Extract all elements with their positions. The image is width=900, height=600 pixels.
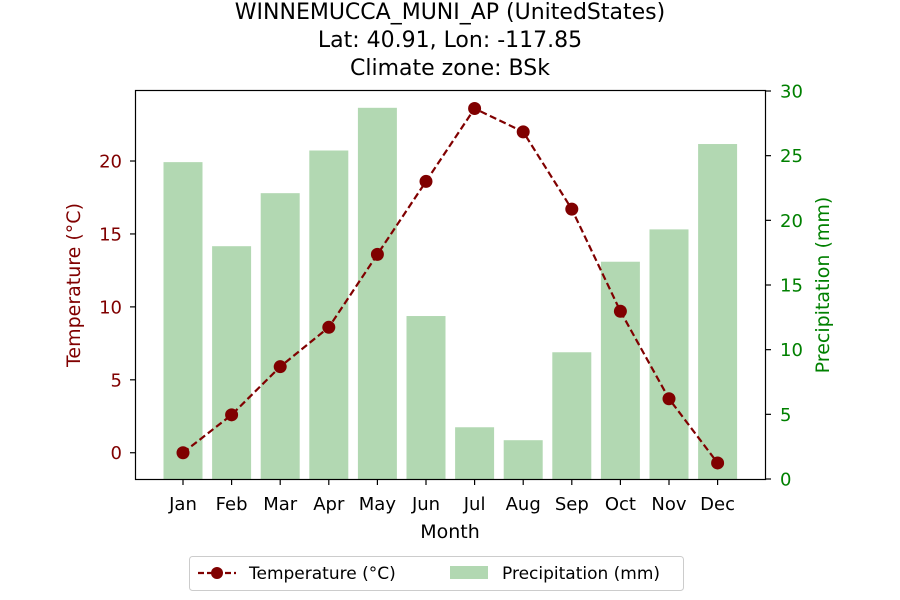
legend-box	[189, 556, 684, 591]
precipitation-bar-jan	[163, 162, 203, 479]
precipitation-bar-apr	[309, 150, 349, 479]
temperature-line-path	[182, 107, 719, 464]
precipitation-bar-dec	[698, 144, 738, 479]
x-tick-label: Mar	[263, 494, 298, 515]
temperature-point-nov	[662, 392, 676, 406]
precipitation-bar-jul	[455, 427, 495, 479]
right-axis-ticks: 0 5 10 15 20 25 30	[765, 82, 803, 491]
right-tick-label: 20	[780, 211, 803, 232]
x-tick-label: Aug	[506, 494, 541, 515]
x-tick-label: Sep	[555, 494, 589, 515]
right-tick-label: 25	[780, 146, 803, 167]
right-tick-label: 10	[780, 340, 803, 361]
x-tick-label: Oct	[605, 494, 636, 515]
precipitation-bar-jun	[406, 316, 446, 479]
temperature-point-aug	[516, 125, 530, 139]
temperature-point-dec	[711, 456, 725, 470]
legend-temperature-label: Temperature (°C)	[248, 564, 396, 584]
precipitation-bar-oct	[600, 261, 640, 479]
temperature-point-may	[370, 247, 384, 261]
chart-title-line-3: Climate zone: BSk	[350, 56, 550, 81]
x-tick-label: Jan	[168, 494, 197, 515]
precipitation-bar-may	[357, 107, 397, 480]
legend-precipitation-swatch	[450, 566, 488, 579]
left-tick-label: 10	[99, 297, 122, 318]
left-tick-label: 5	[111, 370, 122, 391]
x-tick-label: Jul	[463, 494, 486, 515]
temperature-point-jul	[468, 102, 482, 116]
x-tick-label: Jun	[411, 494, 440, 515]
chart-title-line-1: WINNEMUCCA_MUNI_AP (UnitedStates)	[234, 0, 666, 25]
x-tick-label: Apr	[313, 494, 345, 515]
temperature-point-oct	[613, 304, 627, 318]
x-axis-label: Month	[420, 521, 480, 543]
right-axis-label: Precipitation (mm)	[812, 197, 834, 374]
left-axis-ticks: 0 5 10 15 20	[99, 152, 136, 464]
left-tick-label: 15	[99, 224, 122, 245]
chart-title-line-2: Lat: 40.91, Lon: -117.85	[317, 28, 583, 53]
left-tick-label: 0	[111, 443, 122, 464]
temperature-point-jan	[176, 446, 190, 460]
precipitation-bar-sep	[552, 352, 592, 479]
precipitation-bar-aug	[503, 440, 543, 479]
precipitation-bar-nov	[649, 229, 689, 479]
temperature-point-sep	[565, 202, 579, 216]
x-tick-label: Feb	[216, 494, 248, 515]
x-axis-ticks: Jan Feb Mar Apr May Jun Jul Aug Sep Oct Nov Dec	[168, 479, 735, 515]
temperature-point-jun	[419, 174, 433, 188]
precipitation-bar-feb	[212, 246, 252, 479]
legend-precipitation-label: Precipitation (mm)	[502, 564, 660, 584]
right-tick-label: 15	[780, 276, 803, 297]
x-tick-label: Dec	[700, 494, 735, 515]
precipitation-bar-mar	[260, 193, 300, 479]
legend-temperature-marker	[211, 567, 223, 579]
legend: Temperature (°C) Precipitation (mm)	[189, 556, 684, 591]
precipitation-bars	[163, 107, 738, 480]
right-tick-label: 30	[780, 82, 803, 103]
right-tick-label: 0	[780, 470, 791, 491]
temperature-point-feb	[225, 408, 239, 422]
right-tick-label: 5	[780, 405, 791, 426]
left-tick-label: 20	[99, 152, 122, 173]
temperature-point-apr	[322, 320, 336, 334]
x-tick-label: May	[359, 494, 397, 515]
left-axis-label: Temperature (°C)	[63, 203, 85, 368]
x-tick-label: Nov	[651, 494, 686, 515]
temperature-point-mar	[273, 360, 287, 374]
temperature-line	[176, 102, 725, 470]
